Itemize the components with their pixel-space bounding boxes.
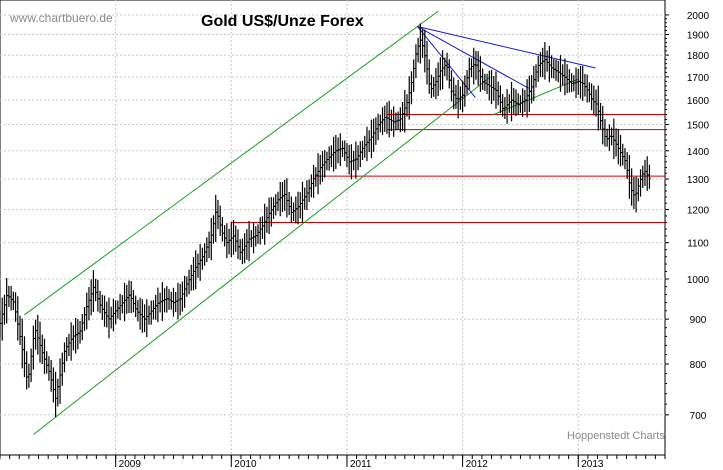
x-tick-label: 2012 xyxy=(466,459,489,470)
channel-line xyxy=(493,78,579,115)
y-tick-label: 1100 xyxy=(687,239,709,250)
y-tick-label: 1700 xyxy=(687,73,710,84)
watermark-text: www.chartbuero.de xyxy=(9,11,113,25)
trend-line xyxy=(417,26,596,69)
y-tick-label: 1300 xyxy=(687,175,710,186)
y-tick-label: 2000 xyxy=(687,11,710,22)
trend-line xyxy=(417,26,529,89)
y-tick-label: 1000 xyxy=(687,275,710,286)
y-tick-label: 1200 xyxy=(687,206,710,217)
x-tick-label: 2010 xyxy=(234,459,257,470)
x-tick-label: 2011 xyxy=(350,459,372,470)
y-tick-label: 1400 xyxy=(687,147,710,158)
source-credit: Hoppenstedt Charts xyxy=(567,430,665,442)
y-tick-label: 1900 xyxy=(687,30,710,41)
y-tick-label: 1800 xyxy=(687,51,710,62)
trend-line xyxy=(417,26,476,98)
price-series xyxy=(0,23,651,418)
channel-line xyxy=(23,10,439,316)
channel-line xyxy=(33,76,491,435)
grid-layer xyxy=(0,0,665,455)
annotation-layer xyxy=(23,10,665,435)
y-tick-label: 900 xyxy=(690,315,707,326)
x-axis: 2009 2010 2011 2012 2013 xyxy=(0,455,666,470)
chart-title: Gold US$/Unze Forex xyxy=(201,13,364,30)
x-tick-label: 2009 xyxy=(119,459,142,470)
y-axis: 700 800 900 1000 1100 1200 1300 1400 1500 1600 170… xyxy=(665,11,710,422)
y-tick-label: 700 xyxy=(690,411,707,422)
y-tick-label: 1600 xyxy=(687,96,710,107)
y-tick-label: 800 xyxy=(690,360,707,371)
price-bar xyxy=(647,164,651,189)
y-tick-label: 1500 xyxy=(687,121,710,132)
x-tick-label: 2013 xyxy=(581,459,604,470)
